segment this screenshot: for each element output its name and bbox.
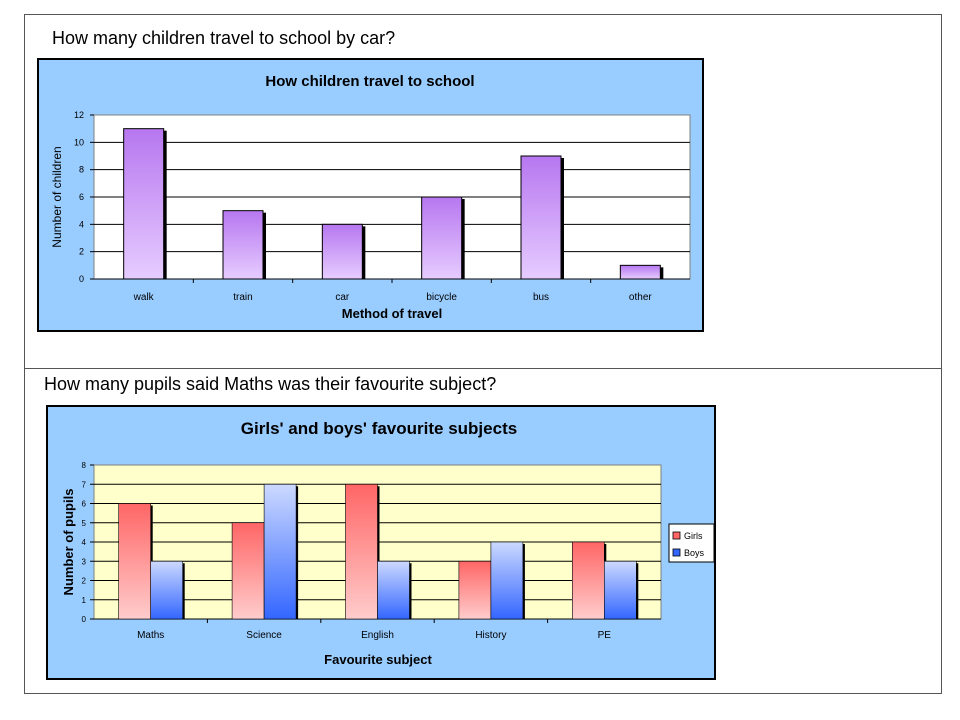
chart2-bar-boys-science: [263, 483, 297, 620]
chart1-xtick-label: bicycle: [426, 292, 457, 303]
chart1-ytick-label: 10: [74, 137, 84, 147]
chart1-bar-car: [321, 223, 363, 280]
chart1-title: How children travel to school: [265, 73, 474, 90]
chart2-bar-boys-pe: [603, 560, 637, 620]
chart1-bar-train: [222, 210, 264, 280]
chart1-bar-bicycle: [421, 196, 463, 280]
chart1-xtick-label: walk: [133, 292, 155, 303]
chart1-ylabel: Number of children: [50, 146, 64, 247]
chart2-ytick-label: 6: [82, 500, 87, 509]
chart1-xtick-label: bus: [533, 292, 549, 303]
chart2-xtick-label: PE: [598, 630, 612, 641]
chart-subjects-svg: Girls' and boys' favourite subjects 0 1 2 3 4…: [61, 419, 714, 667]
chart1-xtick-label: car: [335, 292, 350, 303]
question-1: How many children travel to school by ca…: [52, 28, 396, 48]
chart2-ytick-label: 4: [82, 538, 87, 547]
row-divider: [25, 368, 941, 369]
chart2-bar-boys-maths: [150, 560, 183, 620]
chart1-bar-bus: [520, 155, 562, 280]
chart2-xtick-label: Science: [246, 630, 282, 641]
chart1-ytick-label: 6: [79, 192, 84, 202]
chart1-bar-walk: [123, 128, 165, 280]
chart2-ytick-label: 5: [82, 519, 87, 528]
chart-favourite-subjects: Girls' and boys' favourite subjects 0 1 2 3 4…: [46, 405, 716, 680]
chart2-xlabel: Favourite subject: [324, 652, 432, 667]
chart2-legend-swatch-boys: [672, 548, 681, 557]
chart-travel-to-school: How children travel to school 0 2 4 6 8 10 12 wa…: [37, 58, 704, 332]
chart2-xtick-label: Maths: [137, 630, 164, 641]
chart2-bar-girls-pe: [571, 541, 605, 620]
chart2-ytick-label: 7: [82, 480, 87, 489]
chart2-xtick-label: History: [475, 630, 506, 641]
chart2-ytick-label: 8: [82, 461, 87, 470]
chart1-ytick-label: 8: [79, 165, 84, 175]
chart2-ytick-label: 1: [82, 596, 87, 605]
chart1-bar-other: [619, 264, 661, 280]
chart2-xtick-label: English: [361, 630, 394, 641]
chart2-legend-swatch-girls: [672, 531, 681, 540]
chart2-bar-girls-science: [231, 522, 265, 620]
chart2-bar-boys-english: [377, 560, 410, 620]
chart2-bar-girls-maths: [118, 503, 151, 620]
chart2-ylabel: Number of pupils: [61, 489, 76, 596]
chart2-bar-boys-history: [490, 541, 524, 620]
chart1-ytick-label: 12: [74, 110, 84, 120]
question-2: How many pupils said Maths was their fav…: [44, 374, 497, 394]
chart1-ytick-label: 2: [79, 247, 84, 257]
chart2-ytick-label: 2: [82, 577, 87, 586]
chart-travel-svg: How children travel to school 0 2 4 6 8 10 12 wa…: [50, 73, 691, 321]
chart2-legend-label-girls: Girls: [684, 531, 703, 541]
chart2-bar-girls-english: [345, 483, 378, 620]
chart1-xlabel: Method of travel: [342, 306, 442, 321]
chart1-xtick-label: other: [629, 292, 652, 303]
worksheet-frame: [24, 14, 942, 694]
chart1-xtick-label: train: [233, 292, 252, 303]
chart2-legend-label-boys: Boys: [684, 548, 705, 558]
chart1-ytick-label: 0: [79, 274, 84, 284]
chart2-title: Girls' and boys' favourite subjects: [241, 419, 517, 438]
chart2-bar-girls-history: [458, 560, 492, 620]
chart2-ytick-label: 0: [82, 615, 87, 624]
chart1-ytick-label: 4: [79, 219, 84, 229]
chart2-ytick-label: 3: [82, 557, 87, 566]
